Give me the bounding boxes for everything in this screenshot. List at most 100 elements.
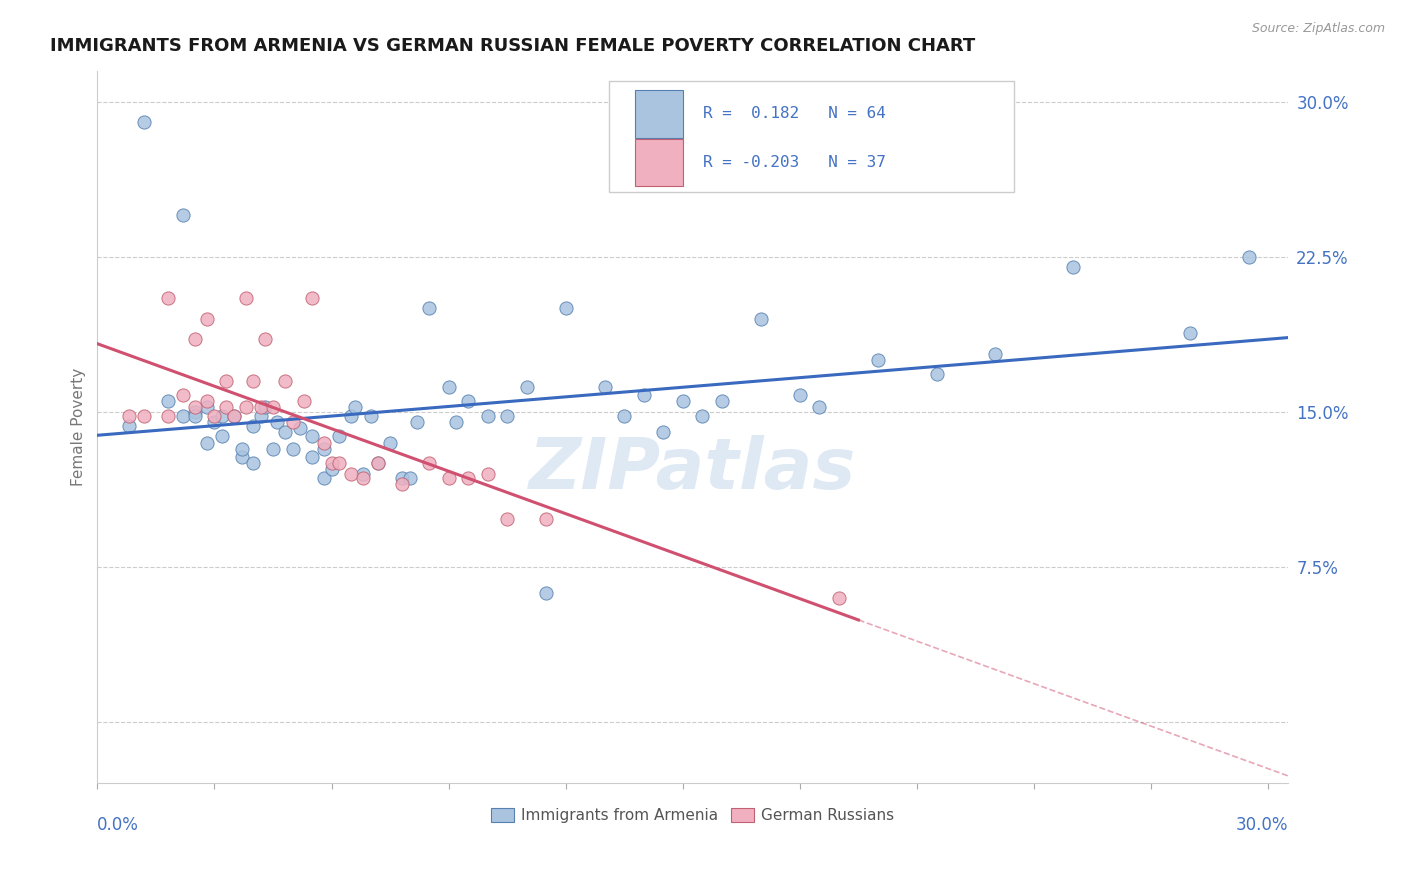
Point xyxy=(184,409,207,423)
Point xyxy=(292,394,315,409)
Point xyxy=(211,429,233,443)
Point xyxy=(312,442,335,456)
Point xyxy=(321,456,343,470)
Point xyxy=(446,415,468,429)
Point xyxy=(340,467,363,481)
Point xyxy=(231,442,253,456)
Point xyxy=(195,435,218,450)
Point xyxy=(273,425,295,440)
Point xyxy=(215,374,238,388)
Point xyxy=(367,456,389,470)
FancyBboxPatch shape xyxy=(609,81,1014,192)
Point xyxy=(437,471,460,485)
Point xyxy=(418,456,440,470)
Point xyxy=(692,409,714,423)
Point xyxy=(496,409,519,423)
Point xyxy=(340,409,363,423)
Point xyxy=(215,401,238,415)
FancyBboxPatch shape xyxy=(636,138,683,186)
Point xyxy=(172,208,194,222)
Point xyxy=(222,409,245,423)
Point xyxy=(866,353,889,368)
Point xyxy=(301,450,323,464)
Point xyxy=(195,394,218,409)
Point xyxy=(328,456,350,470)
Point xyxy=(984,347,1007,361)
Point xyxy=(273,374,295,388)
Text: ZIPatlas: ZIPatlas xyxy=(529,435,856,504)
Point xyxy=(117,419,139,434)
Point xyxy=(378,435,401,450)
Text: R = -0.203   N = 37: R = -0.203 N = 37 xyxy=(703,155,886,170)
Point xyxy=(328,429,350,443)
Point xyxy=(262,401,284,415)
Text: R =  0.182   N = 64: R = 0.182 N = 64 xyxy=(703,106,886,121)
Point xyxy=(134,409,156,423)
Point xyxy=(652,425,675,440)
Point xyxy=(172,388,194,402)
Point xyxy=(281,415,304,429)
Point xyxy=(367,456,389,470)
Point xyxy=(134,115,156,129)
Text: 30.0%: 30.0% xyxy=(1236,815,1288,833)
Point xyxy=(710,394,733,409)
Point xyxy=(195,401,218,415)
Point xyxy=(281,442,304,456)
Point xyxy=(360,409,382,423)
Point xyxy=(418,301,440,316)
Point xyxy=(536,586,558,600)
Point xyxy=(633,388,655,402)
Point xyxy=(1237,250,1260,264)
Text: 0.0%: 0.0% xyxy=(97,815,139,833)
Point xyxy=(184,332,207,346)
Point xyxy=(312,471,335,485)
Point xyxy=(184,401,207,415)
Point xyxy=(195,311,218,326)
Point xyxy=(391,477,413,491)
Point xyxy=(593,380,616,394)
Point xyxy=(242,374,264,388)
Point xyxy=(406,415,429,429)
Point xyxy=(222,409,245,423)
Point xyxy=(789,388,811,402)
Point xyxy=(536,512,558,526)
Point xyxy=(204,409,226,423)
Point xyxy=(211,409,233,423)
Point xyxy=(266,415,288,429)
Point xyxy=(477,409,499,423)
Point xyxy=(250,401,273,415)
Point xyxy=(352,467,374,481)
Point xyxy=(496,512,519,526)
Point xyxy=(925,368,948,382)
Point xyxy=(231,450,253,464)
Legend: Immigrants from Armenia, German Russians: Immigrants from Armenia, German Russians xyxy=(485,802,900,830)
Point xyxy=(828,591,851,605)
Point xyxy=(156,291,179,305)
Point xyxy=(391,471,413,485)
Point xyxy=(1180,326,1202,340)
Point xyxy=(321,462,343,476)
Point xyxy=(808,401,831,415)
Point xyxy=(301,291,323,305)
Point xyxy=(516,380,538,394)
Point xyxy=(477,467,499,481)
Point xyxy=(554,301,576,316)
Point xyxy=(457,471,479,485)
Text: IMMIGRANTS FROM ARMENIA VS GERMAN RUSSIAN FEMALE POVERTY CORRELATION CHART: IMMIGRANTS FROM ARMENIA VS GERMAN RUSSIA… xyxy=(49,37,974,55)
Point xyxy=(242,456,264,470)
Point xyxy=(343,401,366,415)
Text: Source: ZipAtlas.com: Source: ZipAtlas.com xyxy=(1251,22,1385,36)
FancyBboxPatch shape xyxy=(636,90,683,138)
Point xyxy=(457,394,479,409)
Point xyxy=(437,380,460,394)
Point xyxy=(352,471,374,485)
Point xyxy=(301,429,323,443)
Point xyxy=(156,394,179,409)
Point xyxy=(262,442,284,456)
Point xyxy=(254,401,277,415)
Point xyxy=(250,409,273,423)
Point xyxy=(242,419,264,434)
Point xyxy=(184,404,207,418)
Point xyxy=(613,409,636,423)
Point xyxy=(749,311,772,326)
